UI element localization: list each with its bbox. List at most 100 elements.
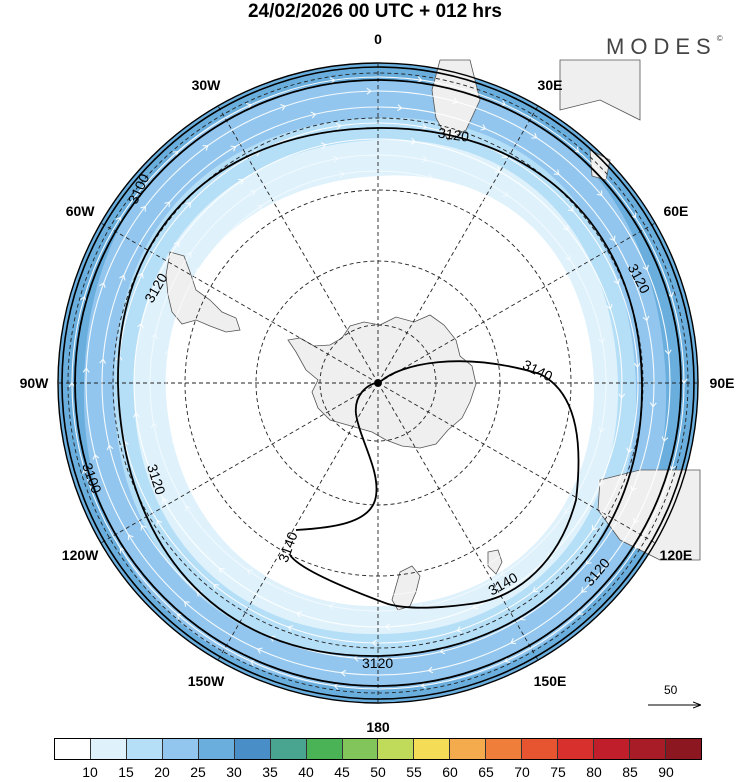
meridian-300 [100,222,379,384]
streamline-arrow [633,362,641,368]
streamline-arrow [598,337,606,344]
streamline-arrow [472,603,479,610]
colorbar [54,738,702,760]
streamline-arrow [427,666,434,674]
colorbar-label: 40 [298,764,314,780]
streamline-arrow [127,534,134,541]
streamline-arrow [249,190,256,197]
colorbar-swatch [126,739,163,759]
streamline-arrow [500,99,506,107]
streamline-arrow [613,278,621,285]
meridian-30 [377,105,539,384]
colorbar-label: 55 [406,764,422,780]
streamline-arrow [99,282,106,288]
streamline-arrow [371,639,377,647]
streamline-arrow [581,587,587,593]
colorbar-label: 15 [118,764,134,780]
streamline-arrow [420,681,427,689]
streamline-arrow [649,402,657,408]
streamline-arrow [567,205,574,212]
streamline-arrow [132,412,140,418]
polar-map: 3100 3100 3120 3120 3120 3120 3120 3120 … [20,31,735,735]
streamline-arrow [287,625,294,632]
geopotential-contours [61,66,695,700]
streamline-arrow [329,77,336,85]
colorbar-swatch [162,739,199,759]
colorbar-swatch [665,739,701,759]
contour-3140 [289,360,580,609]
streamline-arrow [247,569,253,576]
streamline-arrow [609,235,616,242]
streamline-arrow [562,224,569,231]
streamline-arrow [494,166,501,173]
longitude-labels: 0 30W 30E 60W 60E 90W 90E 120W 120E 150W 150E 180 [20,31,735,735]
streamline-arrow [185,202,192,208]
streamline-arrow [185,252,192,258]
streamline-arrow [510,638,517,645]
streamline-arrow [606,303,613,310]
streamline-arrow [310,111,317,119]
streamline-ring [165,170,591,596]
streamline-arrow [439,647,446,655]
streamline-arrow [82,468,89,475]
meridian-330 [217,105,379,384]
colorbar-label: 85 [622,764,638,780]
streamline-arrow [585,558,592,565]
pole-marker [374,379,382,387]
colorbar-label: 25 [190,764,206,780]
streamline-arrow [202,145,209,151]
brand-logo: MODES© [606,34,723,60]
graticule [58,63,698,703]
streamline-arrow [68,382,76,388]
streamline-arrow [618,393,626,399]
lon-label-30e: 30E [538,77,563,93]
colorbar-swatch [234,739,271,759]
streamline-arrow [366,87,372,95]
brand-name: MODES [606,34,717,59]
lon-label-180: 180 [366,719,390,735]
colorbar-label: 80 [586,764,602,780]
wind-reference-value: 50 [664,683,678,697]
colorbar-swatch [342,739,379,759]
streamline-arrow [250,659,256,667]
streamline-arrow [384,623,391,631]
streamline-arrow [82,367,90,373]
colorbar-label: 20 [154,764,170,780]
colorbar-swatch [486,739,523,759]
meridian-150 [377,382,539,661]
streamline-arrow [92,454,100,460]
wind-streamlines [68,76,688,690]
streamline-arrow [99,358,107,364]
colorbar-swatch [270,739,307,759]
contour-label-3120-n: 3120 [437,125,470,145]
streamline-arrow [505,212,512,219]
streamline-arrow [500,569,507,576]
streamline-arrow [213,584,219,590]
colorbar-swatch [306,739,343,759]
contour-3100 [61,66,695,700]
streamline-arrow [280,104,287,111]
colorbar-labels: 10 15 20 25 30 35 40 45 50 55 60 65 70 75 80 85 90 [54,764,702,782]
streamline-arrow [245,103,252,110]
colorbar-label: 10 [82,764,98,780]
streamline-arrow [630,212,637,219]
streamline-arrow [642,264,649,271]
colorbar-swatch [90,739,127,759]
streamline-arrow [642,315,650,322]
streamline-arrow [564,508,571,514]
lon-label-90e: 90E [710,375,735,391]
map-border [57,62,699,704]
colorbar-swatch [558,739,595,759]
streamline-arrow [119,274,126,281]
streamline-arrow [339,170,345,178]
contour-label-3120-s: 3120 [362,655,393,671]
streamline-arrow [164,349,172,356]
colorbar-label: 65 [478,764,494,780]
colorbar-swatch [55,739,91,759]
colorbar-swatch [630,739,666,759]
streamline-arrow [336,122,342,130]
streamline-arrow [296,611,303,618]
streamline-arrow [340,669,347,677]
colorbar-swatch [522,739,559,759]
streamline-arrow [561,280,568,287]
